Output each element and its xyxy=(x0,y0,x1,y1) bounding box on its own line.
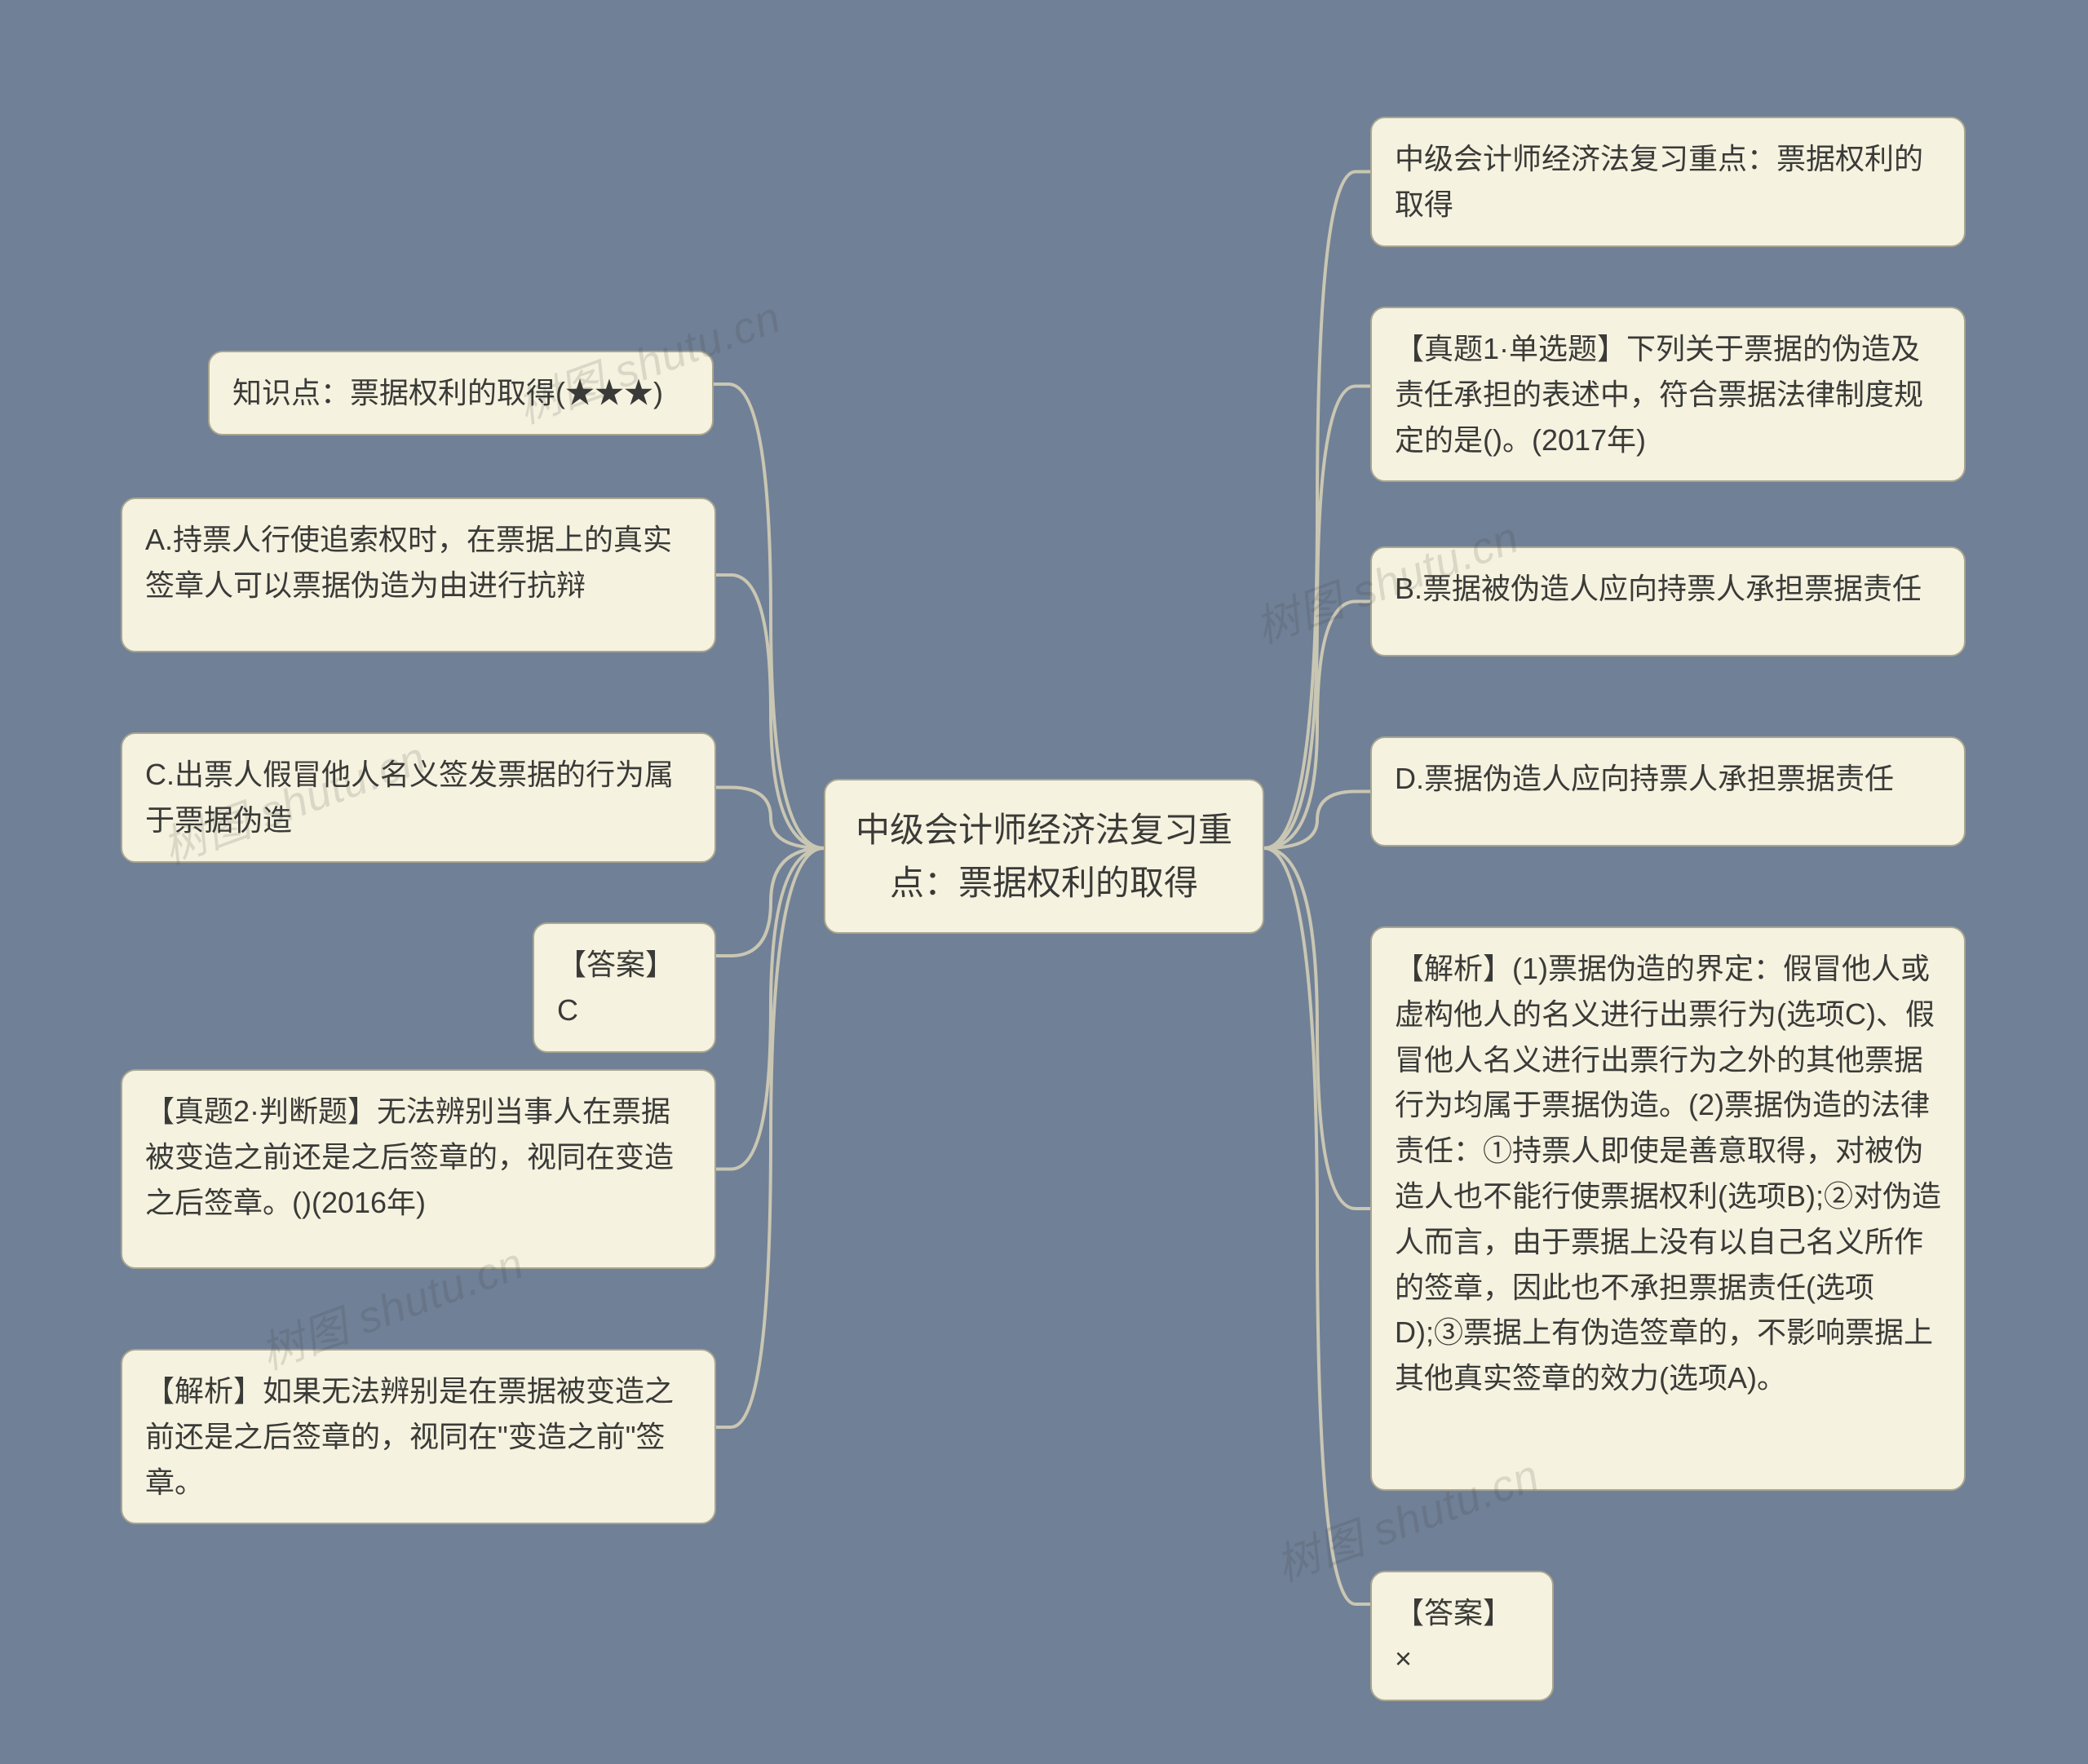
center-node: 中级会计师经济法复习重点：票据权利的取得 xyxy=(824,779,1264,934)
mindmap-node: 中级会计师经济法复习重点：票据权利的取得 xyxy=(1370,117,1966,247)
mindmap-node: 知识点：票据权利的取得(★★★) xyxy=(208,351,714,435)
mindmap-node: 【解析】如果无法辨别是在票据被变造之前还是之后签章的，视同在"变造之前"签章。 xyxy=(121,1349,716,1524)
mindmap-node: A.持票人行使追索权时，在票据上的真实签章人可以票据伪造为由进行抗辩 xyxy=(121,497,716,652)
mindmap-node: 【真题1·单选题】下列关于票据的伪造及责任承担的表述中，符合票据法律制度规定的是… xyxy=(1370,307,1966,482)
mindmap-node: 【真题2·判断题】无法辨别当事人在票据被变造之前还是之后签章的，视同在变造之后签… xyxy=(121,1069,716,1269)
mindmap-node: B.票据被伪造人应向持票人承担票据责任 xyxy=(1370,546,1966,657)
mindmap-node: 【解析】(1)票据伪造的界定：假冒他人或虚构他人的名义进行出票行为(选项C)、假… xyxy=(1370,926,1966,1491)
mindmap-node: 【答案】C xyxy=(533,922,716,1053)
mindmap-node: D.票据伪造人应向持票人承担票据责任 xyxy=(1370,736,1966,847)
mindmap-node: C.出票人假冒他人名义签发票据的行为属于票据伪造 xyxy=(121,732,716,863)
mindmap-node: 【答案】× xyxy=(1370,1571,1554,1701)
